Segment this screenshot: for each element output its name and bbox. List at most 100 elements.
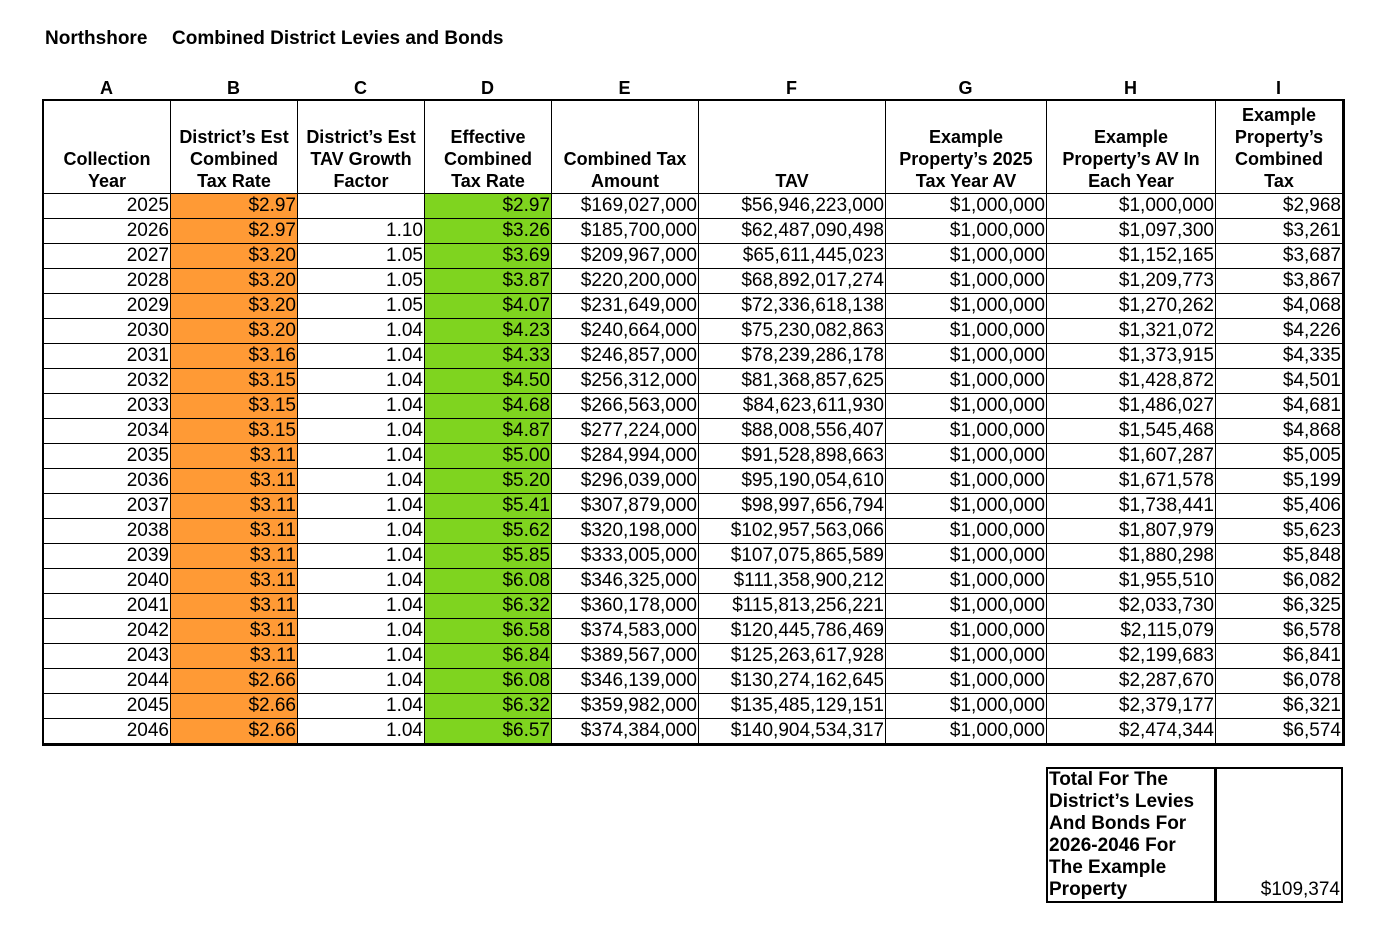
table-cell: 1.04 xyxy=(297,318,425,344)
table-cell: $4.23 xyxy=(424,318,552,344)
total-label-line: District’s Levies xyxy=(1049,791,1195,812)
table-cell: $1,373,915 xyxy=(1046,343,1216,369)
table-cell: $3,867 xyxy=(1215,268,1343,294)
table-cell: $2,199,683 xyxy=(1046,643,1216,669)
column-letter: E xyxy=(618,78,631,98)
table-cell: $1,000,000 xyxy=(885,693,1047,719)
table-cell: $3.11 xyxy=(170,493,298,519)
table-cell: $2.97 xyxy=(170,193,298,219)
total-label-line: And Bonds For xyxy=(1049,813,1187,834)
table-cell: $1,000,000 xyxy=(1046,193,1216,219)
table-cell: $220,200,000 xyxy=(551,268,699,294)
table-cell xyxy=(297,193,425,219)
total-value-text: $109,374 xyxy=(1260,879,1340,900)
header-line: Example xyxy=(1241,105,1317,125)
header-line: Combined Tax xyxy=(563,149,687,169)
table-cell: $3.11 xyxy=(170,443,298,469)
table-cell: $3,687 xyxy=(1215,243,1343,269)
table-cell: $120,445,786,469 xyxy=(698,618,886,644)
table-cell: $1,000,000 xyxy=(885,418,1047,444)
header-line: Collection xyxy=(63,149,151,169)
total-label-line: Property xyxy=(1049,879,1128,900)
table-cell: $5.62 xyxy=(424,518,552,544)
table-cell: $2,968 xyxy=(1215,193,1343,219)
table-cell: $185,700,000 xyxy=(551,218,699,244)
table-cell: $277,224,000 xyxy=(551,418,699,444)
district-name: Northshore xyxy=(45,28,148,49)
table-cell: $240,664,000 xyxy=(551,318,699,344)
header-line: Combined xyxy=(1235,149,1323,169)
table-cell: 1.10 xyxy=(297,218,425,244)
table-cell: $135,485,129,151 xyxy=(698,693,886,719)
table-cell: $1,152,165 xyxy=(1046,243,1216,269)
table-cell: $107,075,865,589 xyxy=(698,543,886,569)
column-letter: A xyxy=(100,78,113,98)
table-cell: $6.32 xyxy=(424,693,552,719)
total-value: $109,374 xyxy=(1215,767,1343,903)
table-cell: $6.08 xyxy=(424,668,552,694)
column-letter: C xyxy=(354,78,367,98)
table-cell: $2,287,670 xyxy=(1046,668,1216,694)
header-line: TAV xyxy=(775,171,809,191)
table-cell: 2025 xyxy=(43,193,171,219)
table-cell: $1,000,000 xyxy=(885,643,1047,669)
table-cell: $88,008,556,407 xyxy=(698,418,886,444)
table-cell: $3.11 xyxy=(170,468,298,494)
table-cell: $3.11 xyxy=(170,593,298,619)
total-label-line: 2026-2046 For xyxy=(1049,835,1176,856)
table-cell: $1,545,468 xyxy=(1046,418,1216,444)
table-cell: $374,384,000 xyxy=(551,718,699,744)
table-cell: $3.20 xyxy=(170,293,298,319)
table-cell: $1,955,510 xyxy=(1046,568,1216,594)
table-cell: $1,000,000 xyxy=(885,218,1047,244)
table-cell: $2.66 xyxy=(170,718,298,744)
header-line: Property’s xyxy=(1234,127,1324,147)
table-cell: $2.97 xyxy=(170,218,298,244)
table-cell: $3.15 xyxy=(170,393,298,419)
header-line: District’s Est xyxy=(179,127,289,147)
table-cell: $4.68 xyxy=(424,393,552,419)
table-cell: $1,000,000 xyxy=(885,318,1047,344)
table-cell: $1,671,578 xyxy=(1046,468,1216,494)
table-cell: 2044 xyxy=(43,668,171,694)
table-cell: $1,000,000 xyxy=(885,668,1047,694)
column-letter: B xyxy=(227,78,240,98)
table-cell: $4.33 xyxy=(424,343,552,369)
table-cell: $72,336,618,138 xyxy=(698,293,886,319)
header-line: Property’s 2025 xyxy=(899,149,1033,169)
table-cell: $5,406 xyxy=(1215,493,1343,519)
table-cell: $333,005,000 xyxy=(551,543,699,569)
table-cell: $2,474,344 xyxy=(1046,718,1216,744)
table-cell: $3.16 xyxy=(170,343,298,369)
table-cell: 1.04 xyxy=(297,693,425,719)
table-cell: $6.84 xyxy=(424,643,552,669)
table-cell: $5,005 xyxy=(1215,443,1343,469)
total-label-line: Total For The xyxy=(1049,769,1168,790)
header-line: Effective xyxy=(450,127,526,147)
table-cell: $3.11 xyxy=(170,643,298,669)
table-cell: $256,312,000 xyxy=(551,368,699,394)
table-cell: $125,263,617,928 xyxy=(698,643,886,669)
table-cell: $1,097,300 xyxy=(1046,218,1216,244)
table-cell: $2.66 xyxy=(170,668,298,694)
table-cell: $1,000,000 xyxy=(885,568,1047,594)
table-cell: $95,190,054,610 xyxy=(698,468,886,494)
table-cell: $307,879,000 xyxy=(551,493,699,519)
table-cell: $1,607,287 xyxy=(1046,443,1216,469)
column-header: Example Property’s 2025 Tax Year AV xyxy=(885,100,1047,194)
table-cell: 2039 xyxy=(43,543,171,569)
table-cell: $6.57 xyxy=(424,718,552,744)
table-cell: $1,000,000 xyxy=(885,593,1047,619)
table-cell: 1.04 xyxy=(297,518,425,544)
table-cell: $3.26 xyxy=(424,218,552,244)
column-letter: I xyxy=(1275,78,1281,98)
table-cell: $5.41 xyxy=(424,493,552,519)
table-cell: 1.04 xyxy=(297,668,425,694)
table-cell: 2041 xyxy=(43,593,171,619)
table-cell: $246,857,000 xyxy=(551,343,699,369)
total-label: Total For The District’s Levies And Bonds … xyxy=(1046,767,1216,903)
table-cell: $5,199 xyxy=(1215,468,1343,494)
header-line: Tax xyxy=(1264,171,1294,191)
table-cell: $4,335 xyxy=(1215,343,1343,369)
